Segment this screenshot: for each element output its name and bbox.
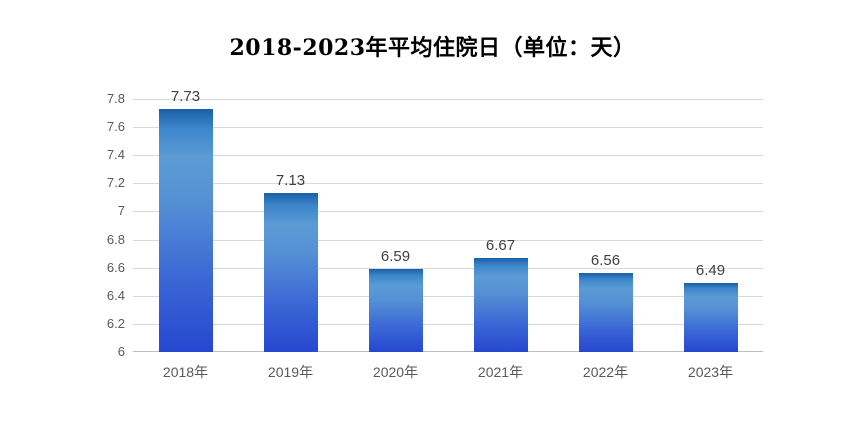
y-tick-label: 6: [117, 344, 125, 359]
bar-2019年: [264, 193, 318, 352]
x-tick-label: 2018年: [162, 364, 209, 380]
x-tick-label: 2021年: [477, 364, 524, 380]
bar-value-label: 7.13: [275, 172, 306, 189]
bar-value-label: 6.56: [590, 252, 621, 269]
y-tick-label: 6.2: [106, 316, 125, 331]
gridline: [133, 240, 763, 241]
y-tick-label: 7.2: [106, 175, 125, 190]
y-tick-label: 7.8: [106, 91, 125, 106]
y-tick-label: 6.4: [106, 288, 125, 303]
gridline: [133, 127, 763, 128]
chart-title: 2018-2023年平均住院日（单位：天）: [229, 35, 636, 61]
bar-value-label: 6.59: [380, 248, 411, 265]
x-tick-label: 2023年: [687, 364, 734, 380]
gridline: [133, 155, 763, 156]
gridline: [133, 268, 763, 269]
x-tick-label: 2020年: [372, 364, 419, 380]
bar-value-label: 6.67: [485, 237, 516, 254]
bar-2021年: [474, 258, 528, 352]
gridline: [133, 99, 763, 100]
y-tick-label: 6.6: [106, 260, 125, 275]
y-tick-label: 7.6: [106, 119, 125, 134]
x-tick-label: 2019年: [267, 364, 314, 380]
bar-2022年: [579, 273, 633, 352]
bar-value-label: 7.73: [170, 88, 201, 105]
gridline: [133, 296, 763, 297]
gridline: [133, 324, 763, 325]
x-axis-line: [133, 351, 763, 352]
bar-2023年: [684, 283, 738, 352]
y-tick-label: 6.8: [106, 232, 125, 247]
y-tick-label: 7: [117, 203, 125, 218]
bar-2020年: [369, 269, 423, 352]
x-tick-label: 2022年: [582, 364, 629, 380]
gridline: [133, 183, 763, 184]
gridline: [133, 211, 763, 212]
bar-2018年: [159, 109, 213, 352]
plot-area: [133, 99, 763, 352]
bar-value-label: 6.49: [695, 262, 726, 279]
y-tick-label: 7.4: [106, 147, 125, 162]
